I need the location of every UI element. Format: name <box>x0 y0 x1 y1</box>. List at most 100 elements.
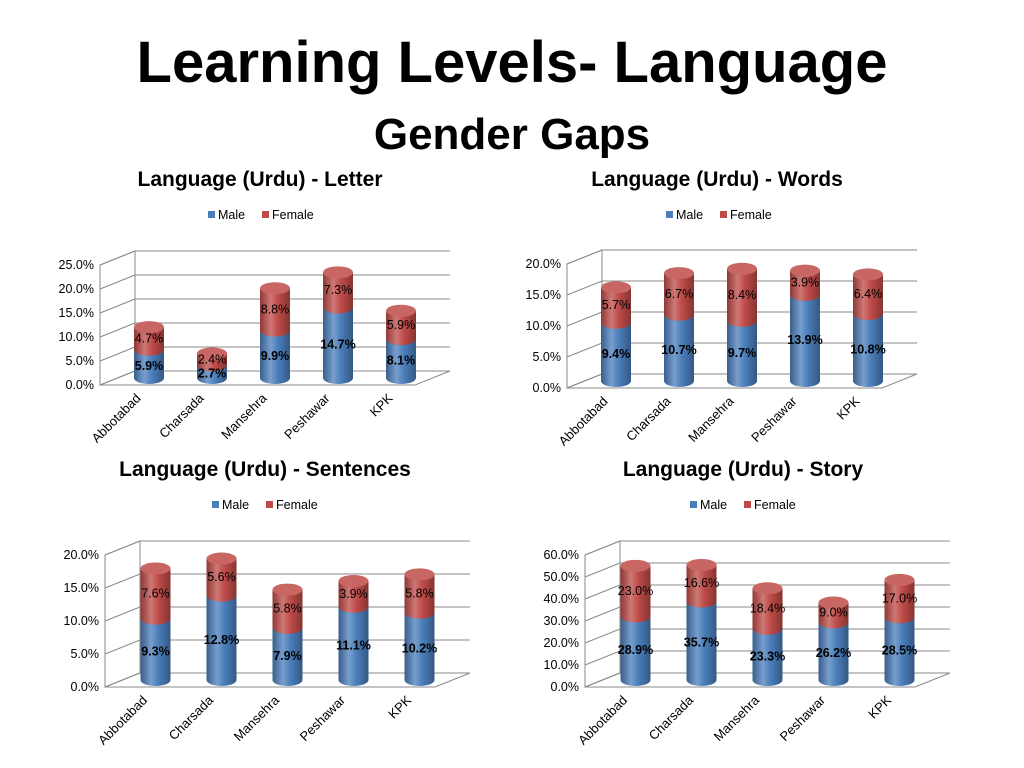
y-tick-label: 0.0% <box>533 381 562 395</box>
data-label-male: 5.9% <box>135 359 164 373</box>
bar-body <box>386 339 416 384</box>
bar-top <box>818 596 849 609</box>
y-tick-label: 20.0% <box>544 636 579 650</box>
bar-female-charsada <box>206 552 237 602</box>
legend-swatch-female <box>744 501 751 508</box>
data-label-male: 10.2% <box>402 641 437 655</box>
data-label-male: 7.9% <box>273 649 302 663</box>
data-label-male: 14.7% <box>320 338 355 352</box>
bar-female-kpk <box>853 268 883 321</box>
y-tick-label: 0.0% <box>551 680 580 694</box>
data-label-female: 5.9% <box>387 318 416 332</box>
data-label-female: 4.7% <box>135 331 164 345</box>
bar-female-kpk <box>386 304 416 346</box>
y-tick-label: 15.0% <box>64 581 99 595</box>
y-tick-label: 10.0% <box>59 330 94 344</box>
bar-body <box>686 564 717 608</box>
bar-female-mansehra <box>752 582 783 635</box>
bar-body <box>206 595 237 686</box>
bar-top <box>272 583 303 596</box>
y-tick-label: 25.0% <box>59 258 94 272</box>
data-label-female: 6.7% <box>665 287 694 301</box>
bar-top <box>140 562 171 575</box>
legend-swatch-male <box>666 211 673 218</box>
bar-body <box>620 565 651 623</box>
bar-female-peshawar <box>323 266 353 314</box>
y-tick-label: 0.0% <box>66 378 95 392</box>
page-title: Learning Levels- Language <box>136 30 888 95</box>
data-label-female: 3.9% <box>791 276 820 290</box>
legend-swatch-female <box>266 501 273 508</box>
bar-female-peshawar <box>818 596 849 629</box>
y-tick-label: 15.0% <box>59 306 94 320</box>
data-label-female: 7.3% <box>324 283 353 297</box>
bar-top <box>752 582 783 595</box>
bar-body <box>884 579 915 624</box>
y-tick-label: 20.0% <box>526 257 561 271</box>
y-tick-label: 40.0% <box>544 592 579 606</box>
bar-female-charsada <box>686 558 717 608</box>
data-label-male: 28.5% <box>882 644 917 658</box>
chart-title-sentences: Language (Urdu) - Sentences <box>119 458 411 481</box>
data-label-male: 9.7% <box>728 346 757 360</box>
bar-body <box>338 606 369 686</box>
y-tick-label: 30.0% <box>544 614 579 628</box>
gridline <box>104 540 470 556</box>
bar-female-kpk <box>884 573 915 624</box>
bar-body <box>140 618 171 686</box>
bar-top <box>727 262 757 275</box>
x-tick-label: Mansehra <box>711 692 763 744</box>
bar-top <box>404 568 435 581</box>
bar-top <box>853 268 883 281</box>
y-tick-label: 10.0% <box>526 319 561 333</box>
gridline <box>104 573 470 589</box>
bar-body <box>601 322 631 387</box>
bar-body <box>853 274 883 321</box>
bar-body <box>818 602 849 629</box>
bar-top <box>386 304 416 317</box>
bar-female-charsada <box>197 347 227 372</box>
legend-label-female: Female <box>272 208 314 222</box>
bar-body <box>272 627 303 686</box>
data-label-female: 18.4% <box>750 602 785 616</box>
data-label-male: 28.9% <box>618 643 653 657</box>
bar-female-abbotabad <box>620 559 651 623</box>
data-label-female: 17.0% <box>882 592 917 606</box>
bar-body <box>752 588 783 635</box>
legend-label-male: Male <box>700 498 727 512</box>
data-label-male: 9.3% <box>141 644 170 658</box>
bar-body <box>818 622 849 686</box>
bar-female-kpk <box>404 568 435 619</box>
y-tick-label: 0.0% <box>71 680 100 694</box>
bar-body <box>790 270 820 301</box>
chart-sentences: 0.0%5.0%10.0%15.0%20.0%9.3%7.6%Abbotabad… <box>64 498 471 748</box>
bar-body <box>260 288 290 337</box>
x-tick-label: Peshawar <box>777 692 829 744</box>
data-label-male: 2.7% <box>198 367 227 381</box>
bar-body <box>752 628 783 686</box>
data-label-female: 16.6% <box>684 576 719 590</box>
legend-swatch-male <box>690 501 697 508</box>
bar-body <box>790 294 820 387</box>
data-label-female: 5.7% <box>602 298 631 312</box>
bar-top <box>686 558 717 571</box>
gridline <box>99 250 450 266</box>
bar-body <box>404 574 435 619</box>
y-tick-label: 50.0% <box>544 570 579 584</box>
bar-top <box>884 573 915 586</box>
bar-top <box>790 264 820 277</box>
legend-swatch-male <box>212 501 219 508</box>
bar-body <box>134 349 164 384</box>
bar-body <box>686 601 717 686</box>
bar-female-mansehra <box>260 282 290 337</box>
x-tick-label: KPK <box>865 692 894 721</box>
bar-female-abbotabad <box>601 281 631 329</box>
bar-female-peshawar <box>790 264 820 301</box>
chart-words: 0.0%5.0%10.0%15.0%20.0%9.4%5.7%Abbotabad… <box>526 208 918 449</box>
data-label-male: 9.4% <box>602 347 631 361</box>
legend-label-male: Male <box>222 498 249 512</box>
bar-body <box>134 327 164 356</box>
x-tick-label: Charsada <box>646 692 697 743</box>
data-label-female: 23.0% <box>618 584 653 598</box>
